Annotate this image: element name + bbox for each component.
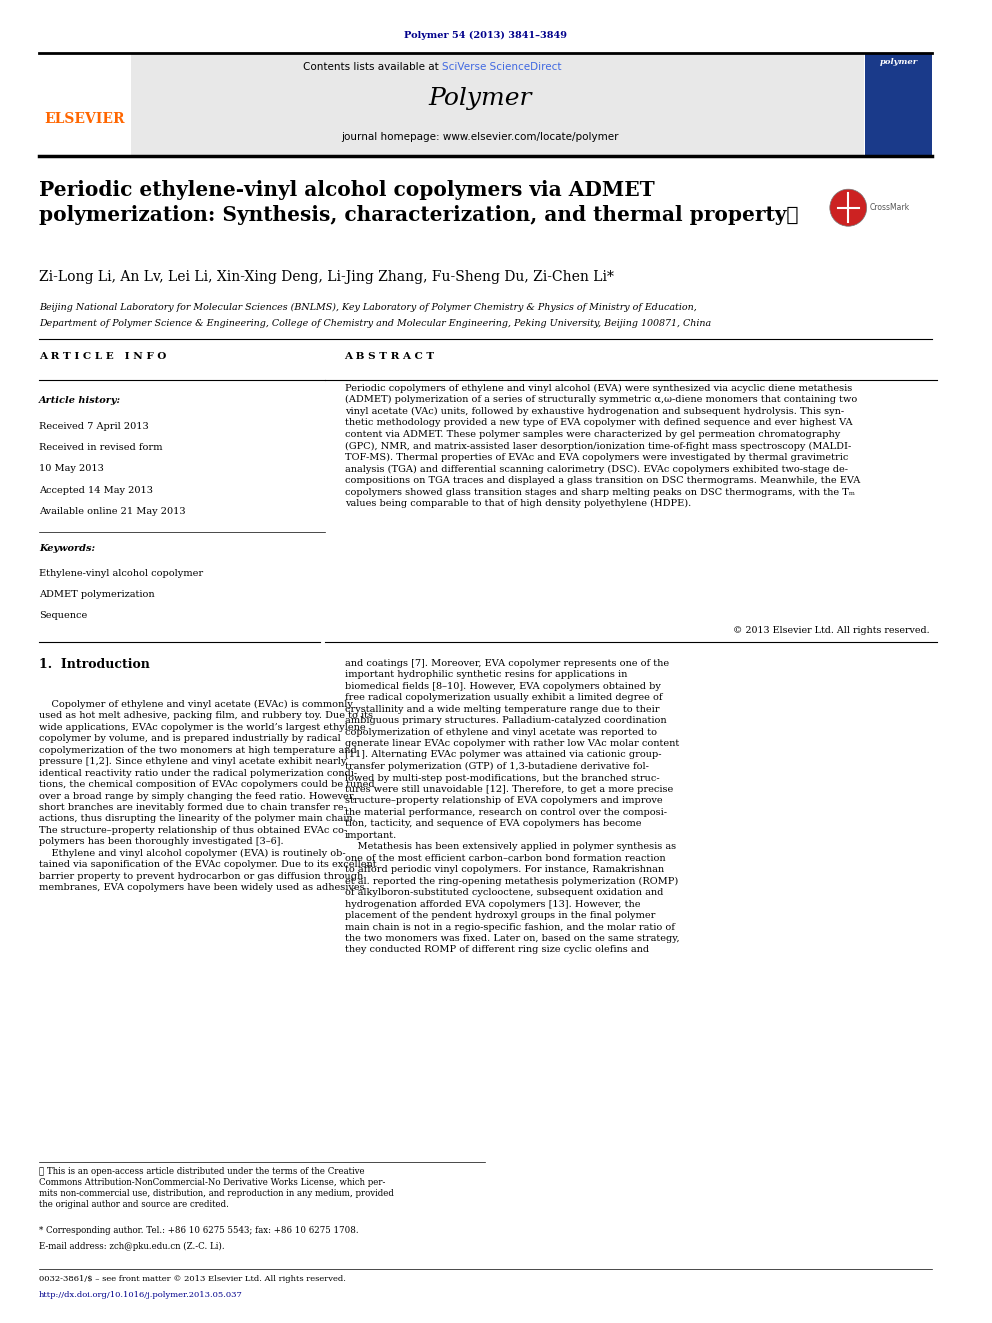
Text: 1.  Introduction: 1. Introduction (39, 658, 150, 671)
Text: 10 May 2013: 10 May 2013 (39, 464, 104, 474)
Text: Article history:: Article history: (39, 396, 121, 405)
FancyBboxPatch shape (865, 53, 931, 155)
Text: Accepted 14 May 2013: Accepted 14 May 2013 (39, 486, 153, 495)
Text: Contents lists available at: Contents lists available at (303, 62, 441, 73)
Text: © 2013 Elsevier Ltd. All rights reserved.: © 2013 Elsevier Ltd. All rights reserved… (733, 626, 930, 635)
Text: Received 7 April 2013: Received 7 April 2013 (39, 422, 149, 431)
Text: and coatings [7]. Moreover, EVA copolymer represents one of the
important hydrop: and coatings [7]. Moreover, EVA copolyme… (344, 659, 680, 954)
Text: ELSEVIER: ELSEVIER (45, 112, 125, 126)
Text: Sequence: Sequence (39, 611, 87, 620)
Text: Keywords:: Keywords: (39, 544, 95, 553)
Text: ADMET polymerization: ADMET polymerization (39, 590, 155, 599)
Text: http://dx.doi.org/10.1016/j.polymer.2013.05.037: http://dx.doi.org/10.1016/j.polymer.2013… (39, 1291, 243, 1299)
Text: Copolymer of ethylene and vinyl acetate (EVAc) is commonly
used as hot melt adhe: Copolymer of ethylene and vinyl acetate … (39, 700, 376, 892)
Text: A R T I C L E   I N F O: A R T I C L E I N F O (39, 352, 167, 361)
Text: 0032-3861/$ – see front matter © 2013 Elsevier Ltd. All rights reserved.: 0032-3861/$ – see front matter © 2013 El… (39, 1275, 345, 1283)
Text: Polymer: Polymer (429, 87, 532, 110)
Text: Received in revised form: Received in revised form (39, 443, 163, 452)
Text: CrossMark: CrossMark (870, 204, 910, 212)
Ellipse shape (830, 189, 867, 226)
Text: Ethylene-vinyl alcohol copolymer: Ethylene-vinyl alcohol copolymer (39, 569, 203, 578)
Text: E-mail address: zch@pku.edu.cn (Z.-C. Li).: E-mail address: zch@pku.edu.cn (Z.-C. Li… (39, 1242, 224, 1252)
Text: Periodic copolymers of ethylene and vinyl alcohol (EVA) were synthesized via acy: Periodic copolymers of ethylene and viny… (344, 384, 860, 508)
Text: ⋆ This is an open-access article distributed under the terms of the Creative
Com: ⋆ This is an open-access article distrib… (39, 1167, 394, 1209)
Text: polymer: polymer (880, 58, 918, 66)
Text: * Corresponding author. Tel.: +86 10 6275 5543; fax: +86 10 6275 1708.: * Corresponding author. Tel.: +86 10 627… (39, 1226, 358, 1236)
Text: A B S T R A C T: A B S T R A C T (344, 352, 434, 361)
Text: SciVerse ScienceDirect: SciVerse ScienceDirect (441, 62, 561, 73)
Text: Polymer 54 (2013) 3841–3849: Polymer 54 (2013) 3841–3849 (404, 30, 566, 40)
Text: journal homepage: www.elsevier.com/locate/polymer: journal homepage: www.elsevier.com/locat… (341, 132, 619, 143)
Text: Beijing National Laboratory for Molecular Sciences (BNLMS), Key Laboratory of Po: Beijing National Laboratory for Molecula… (39, 303, 696, 312)
FancyBboxPatch shape (131, 53, 864, 155)
Text: Department of Polymer Science & Engineering, College of Chemistry and Molecular : Department of Polymer Science & Engineer… (39, 319, 711, 328)
Text: Periodic ethylene-vinyl alcohol copolymers via ADMET
polymerization: Synthesis, : Periodic ethylene-vinyl alcohol copolyme… (39, 180, 799, 225)
FancyBboxPatch shape (39, 53, 131, 155)
Text: Zi-Long Li, An Lv, Lei Li, Xin-Xing Deng, Li-Jing Zhang, Fu-Sheng Du, Zi-Chen Li: Zi-Long Li, An Lv, Lei Li, Xin-Xing Deng… (39, 270, 614, 284)
Text: Available online 21 May 2013: Available online 21 May 2013 (39, 507, 186, 516)
